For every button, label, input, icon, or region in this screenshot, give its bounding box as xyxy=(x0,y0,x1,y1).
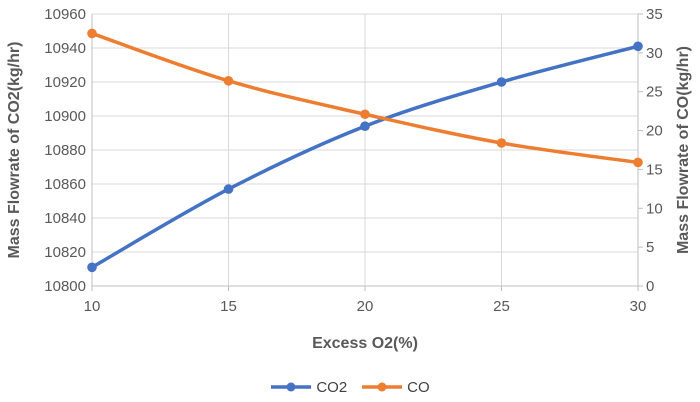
left-axis-title: Mass Flowrate of CO2(kg/hr) xyxy=(6,41,23,259)
y-tick-label-left: 10820 xyxy=(44,244,86,261)
y-tick-label-left: 10960 xyxy=(44,6,86,23)
y-tick-label-left: 10920 xyxy=(44,74,86,91)
data-point-co xyxy=(360,109,370,120)
data-point-co2 xyxy=(87,262,97,273)
legend-item-co: CO xyxy=(361,379,430,396)
y-tick-label-right: 10 xyxy=(646,200,663,217)
y-tick-label-left: 10900 xyxy=(44,108,86,125)
data-point-co xyxy=(87,28,97,39)
legend-label-co2: CO2 xyxy=(316,378,348,396)
data-point-co2 xyxy=(223,184,234,194)
x-tick-label: 25 xyxy=(493,298,510,315)
x-tick-label: 15 xyxy=(220,298,237,315)
data-point-co2 xyxy=(496,77,507,87)
data-point-co xyxy=(223,76,234,86)
data-point-co xyxy=(496,138,507,148)
x-tick-label: 30 xyxy=(630,298,647,315)
x-tick-label: 20 xyxy=(357,298,374,315)
legend-marker-co2 xyxy=(271,382,312,392)
y-tick-label-left: 10940 xyxy=(44,40,86,57)
y-tick-label-right: 0 xyxy=(646,278,654,295)
y-tick-label-right: 15 xyxy=(646,161,663,178)
y-tick-label-left: 10840 xyxy=(44,210,86,227)
y-tick-label-right: 30 xyxy=(646,45,663,62)
legend: CO2 CO xyxy=(0,376,700,398)
y-tick-label-right: 35 xyxy=(646,6,663,23)
y-tick-label-left: 10860 xyxy=(44,176,86,193)
right-axis-title: Mass Flowrate of CO(kg/hr) xyxy=(675,45,692,255)
legend-marker-co xyxy=(362,382,403,392)
y-tick-label-left: 10880 xyxy=(44,142,86,159)
legend-item-co2: CO2 xyxy=(270,379,347,396)
data-point-co xyxy=(633,157,643,168)
legend-label-co: CO xyxy=(407,378,430,396)
x-tick-label: 10 xyxy=(84,298,101,315)
y-tick-label-right: 20 xyxy=(646,123,663,140)
data-point-co2 xyxy=(633,41,643,52)
data-point-co2 xyxy=(360,121,370,131)
y-tick-label-right: 25 xyxy=(646,84,663,101)
x-axis-title: Excess O2(%) xyxy=(312,335,418,352)
y-tick-label-right: 5 xyxy=(646,239,654,256)
y-tick-label-left: 10800 xyxy=(44,278,86,295)
